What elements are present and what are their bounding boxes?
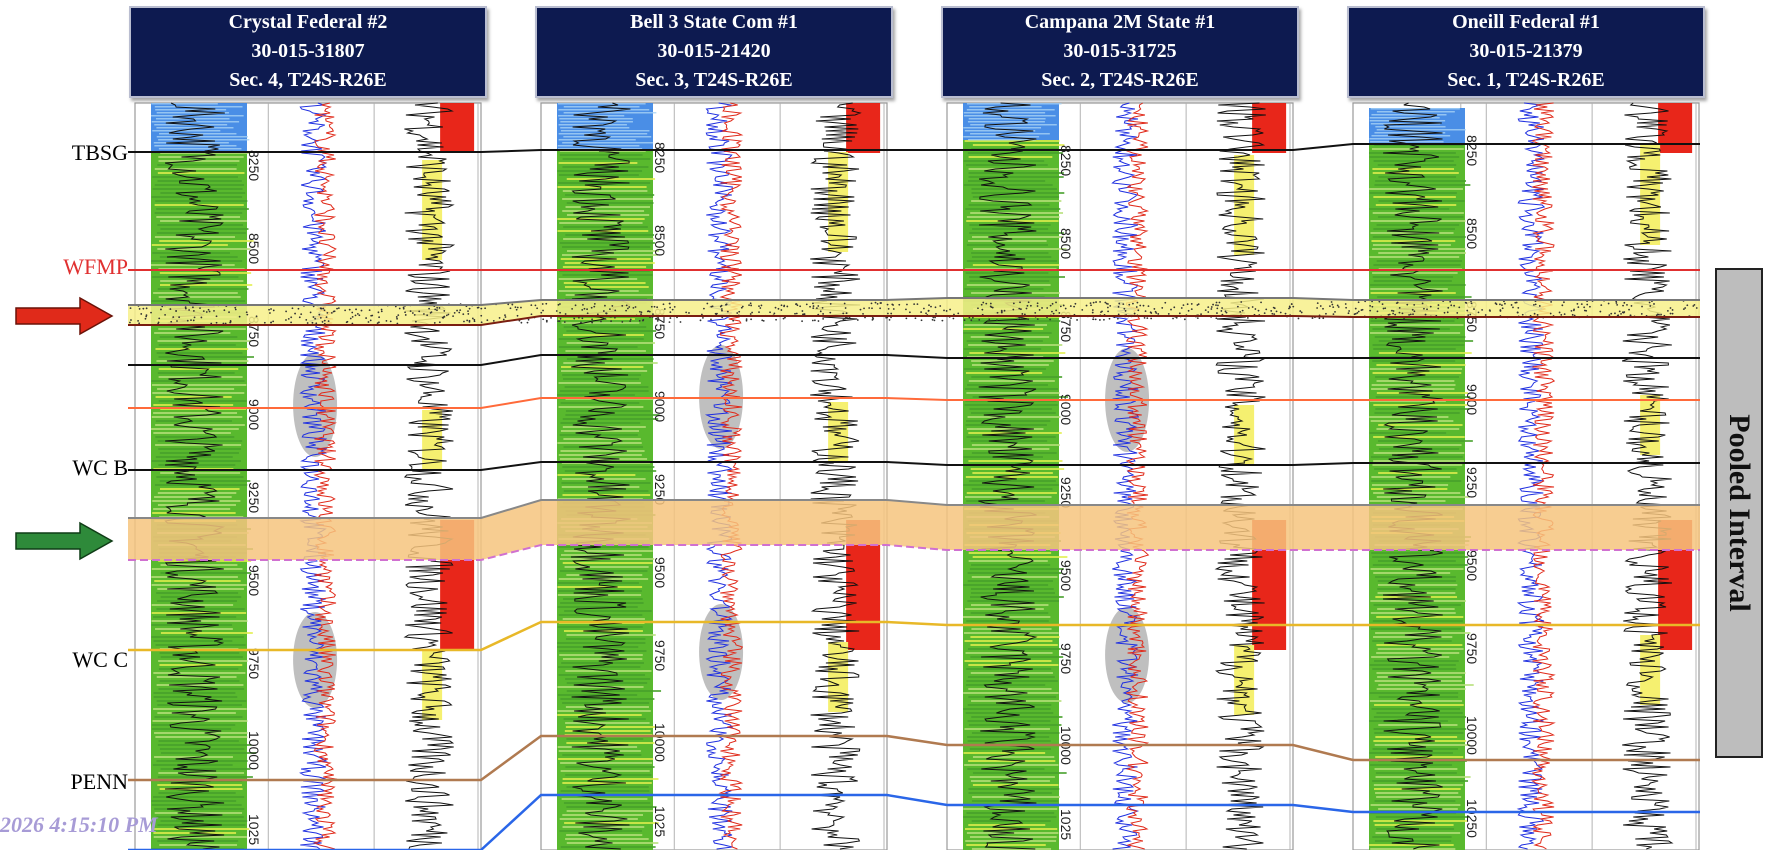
- depth-tick-label: 9500: [652, 557, 668, 588]
- lower-zone-base-line: [128, 544, 1700, 561]
- depth-tick-label: 8250: [1464, 135, 1480, 166]
- wc-c-line: [128, 620, 1700, 652]
- formation-label-wc-b: WC B: [72, 455, 128, 480]
- depth-tick-label: 10000: [246, 731, 262, 770]
- pooled-interval-text: Pooled Interval: [1723, 414, 1756, 612]
- depth-tick-label: 8500: [246, 233, 262, 264]
- well-location: Sec. 3, T24S-R26E: [635, 69, 793, 91]
- depth-tick-label: 10000: [652, 723, 668, 762]
- depth-tick-label: 8250: [652, 142, 668, 173]
- depth-tick-label: 9000: [246, 399, 262, 430]
- depth-tick-label: 10000: [1464, 716, 1480, 755]
- depth-tick-label: 9500: [1464, 550, 1480, 581]
- lower-zone-top-line: [128, 499, 1700, 519]
- upper-zone-top-line: [128, 297, 1700, 306]
- depth-tick-label: 9750: [652, 640, 668, 671]
- depth-tick-label: 9000: [1058, 394, 1074, 425]
- well-header-4: Oneill Federal #1 30-015-21379 Sec. 1, T…: [1347, 6, 1705, 98]
- well-api: 30-015-21420: [657, 40, 771, 62]
- depth-tick-label: 8250: [246, 150, 262, 181]
- depth-tick-label: 9500: [1058, 560, 1074, 591]
- well-name: Bell 3 State Com #1: [630, 11, 798, 33]
- well-header-2: Bell 3 State Com #1 30-015-21420 Sec. 3,…: [535, 6, 893, 98]
- depth-tick-label: 8500: [1464, 218, 1480, 249]
- depth-tick-label: 8500: [1058, 228, 1074, 259]
- well-api: 30-015-21379: [1469, 40, 1583, 62]
- depth-tick-label: 9250: [1464, 467, 1480, 498]
- target-lower-zone: [128, 500, 1700, 560]
- marker-line-1: [128, 354, 1700, 366]
- well-api: 30-015-31807: [251, 40, 365, 62]
- well-name: Oneill Federal #1: [1452, 11, 1600, 33]
- well-header-1: Crystal Federal #2 30-015-31807 Sec. 4, …: [129, 6, 487, 98]
- depth-tick-label: 8500: [652, 225, 668, 256]
- timestamp: 2026 4:15:10 PM: [0, 812, 158, 837]
- depth-tick-label: 9250: [246, 482, 262, 513]
- well-name: Campana 2M State #1: [1024, 11, 1216, 33]
- depth-tick-label: 1025: [246, 814, 262, 845]
- depth-tick-label: 1025: [1058, 809, 1074, 840]
- depth-tick-label: 9000: [652, 391, 668, 422]
- depth-tick-label: 9500: [246, 565, 262, 596]
- red-arrow-icon: [15, 296, 114, 336]
- formation-label-wc-c: WC C: [72, 647, 128, 672]
- formation-label-wfmp: WFMP: [63, 254, 128, 279]
- depth-tick-label: 9750: [246, 648, 262, 679]
- depth-tick-label: 10250: [1464, 799, 1480, 838]
- depth-tick-label: 1025: [652, 806, 668, 837]
- depth-tick-label: 9750: [1058, 643, 1074, 674]
- formation-label-tbsg: TBSG: [71, 140, 128, 165]
- green-arrow-icon: [15, 521, 114, 561]
- wc-b-line: [128, 461, 1700, 471]
- log-panel-4: 82508500875090009250950097501000010250: [1352, 102, 1700, 850]
- well-location: Sec. 1, T24S-R26E: [1447, 69, 1605, 91]
- penn-line: [128, 734, 1700, 782]
- marker-line-2: [128, 397, 1700, 409]
- depth-tick-label: 9750: [1464, 633, 1480, 664]
- deep-marker-line: [128, 793, 1700, 850]
- well-api: 30-015-31725: [1063, 40, 1177, 62]
- depth-tick-label: 8250: [1058, 145, 1074, 176]
- depth-tick-label: 9250: [1058, 477, 1074, 508]
- tbsg-line: [128, 143, 1700, 153]
- well-location: Sec. 2, T24S-R26E: [1041, 69, 1199, 91]
- well-location: Sec. 4, T24S-R26E: [229, 69, 387, 91]
- depth-tick-label: 9250: [652, 474, 668, 505]
- well-header-3: Campana 2M State #1 30-015-31725 Sec. 2,…: [941, 6, 1299, 98]
- well-name: Crystal Federal #2: [228, 11, 388, 33]
- formation-label-penn: PENN: [70, 769, 128, 794]
- depth-tick-label: 8750: [1058, 311, 1074, 342]
- upper-zone-base-line: [128, 315, 1700, 326]
- well-panels: 8250 8500 8750 9000 9250 9500 9750 10000 1025 825…: [134, 102, 1700, 850]
- pooled-interval-label: Pooled Interval: [1715, 268, 1763, 758]
